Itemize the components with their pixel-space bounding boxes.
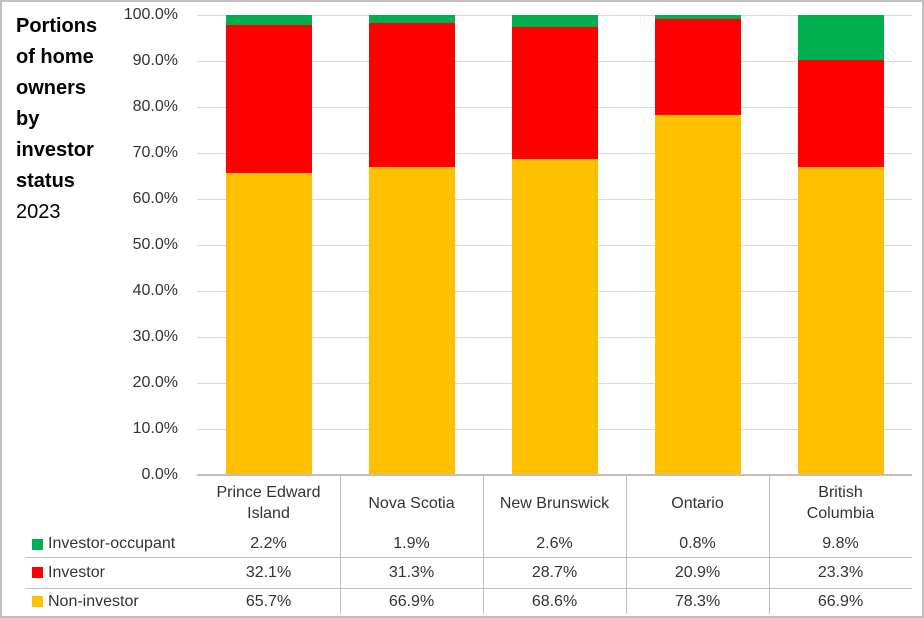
table-column-separator (483, 476, 484, 614)
bar-segment-non-investor (511, 159, 598, 475)
legend-label: Non-investor (48, 592, 139, 610)
table-column-separator (769, 476, 770, 614)
bar-segment-investor-occupant (225, 15, 312, 26)
table-value-cell: 2.6% (536, 535, 573, 552)
y-axis-tick-label: 20.0% (132, 374, 178, 391)
legend-label: Investor (48, 563, 105, 581)
bar-segment-investor-occupant (797, 15, 884, 61)
legend-swatch-icon (32, 567, 43, 578)
table-value-cell: 0.8% (679, 535, 716, 552)
y-axis-tick-label: 70.0% (132, 144, 178, 161)
table-value-cell: 2.2% (250, 535, 287, 552)
y-axis-tick-label: 100.0% (123, 6, 178, 23)
bar-segment-investor-occupant (654, 15, 741, 19)
category-label: Nova Scotia (368, 494, 455, 512)
y-axis-tick-label: 40.0% (132, 282, 178, 299)
bar-segment-investor-occupant (511, 15, 598, 28)
bar-segment-investor (797, 60, 884, 168)
chart-title-text: Portions of home owners by investor stat… (16, 15, 98, 192)
legend-swatch-icon (32, 538, 43, 550)
category-label: New Brunswick (499, 494, 610, 512)
table-row-separator (26, 588, 912, 589)
y-axis-tick-label: 30.0% (132, 328, 178, 345)
table-value-cell: 28.7% (531, 563, 578, 581)
legend-item-investor: Investor (32, 558, 195, 587)
table-value-cell: 1.9% (393, 535, 430, 552)
legend-item-investor-occupant: Investor-occupant (32, 531, 195, 557)
bar-segment-investor (654, 18, 741, 115)
bar-segment-non-investor (654, 114, 741, 475)
legend-item-non-investor: Non-investor (32, 589, 195, 614)
y-axis-tick-label: 10.0% (132, 420, 178, 437)
x-axis-line (197, 474, 912, 476)
table-value-cell: 66.9% (817, 592, 864, 610)
category-label: Prince Edward Island (216, 484, 321, 522)
chart-title-year: 2023 (16, 201, 61, 223)
y-axis-tick-label: 90.0% (132, 52, 178, 69)
table-value-cell: 31.3% (388, 563, 435, 581)
y-axis-tick-label: 50.0% (132, 236, 178, 253)
table-column-separator (340, 476, 341, 614)
table-value-cell: 9.8% (822, 535, 859, 552)
legend-label: Investor-occupant (48, 535, 176, 552)
table-value-cell: 23.3% (817, 563, 864, 581)
table-value-cell: 65.7% (245, 592, 292, 610)
table-value-cell: 68.6% (531, 592, 578, 610)
bar-segment-non-investor (797, 167, 884, 475)
bar-segment-investor (225, 25, 312, 173)
table-value-cell: 66.9% (388, 592, 435, 610)
category-label: Ontario (671, 494, 724, 512)
table-value-cell: 32.1% (245, 563, 292, 581)
bar-segment-non-investor (225, 172, 312, 475)
category-label: British Columbia (806, 484, 875, 522)
y-axis-tick-label: 0.0% (141, 466, 178, 483)
bar-segment-investor-occupant (368, 14, 455, 24)
bar-segment-non-investor (368, 167, 455, 475)
y-axis-tick-label: 80.0% (132, 98, 178, 115)
bar-segment-investor (368, 23, 455, 168)
y-axis-tick-label: 60.0% (132, 190, 178, 207)
table-value-cell: 78.3% (674, 592, 721, 610)
bar-segment-investor (511, 27, 598, 160)
legend-swatch-icon (32, 596, 43, 607)
chart-title: Portions of home owners by investor stat… (16, 11, 132, 228)
table-value-cell: 20.9% (674, 563, 721, 581)
table-column-separator (626, 476, 627, 614)
table-row-separator (26, 557, 912, 558)
